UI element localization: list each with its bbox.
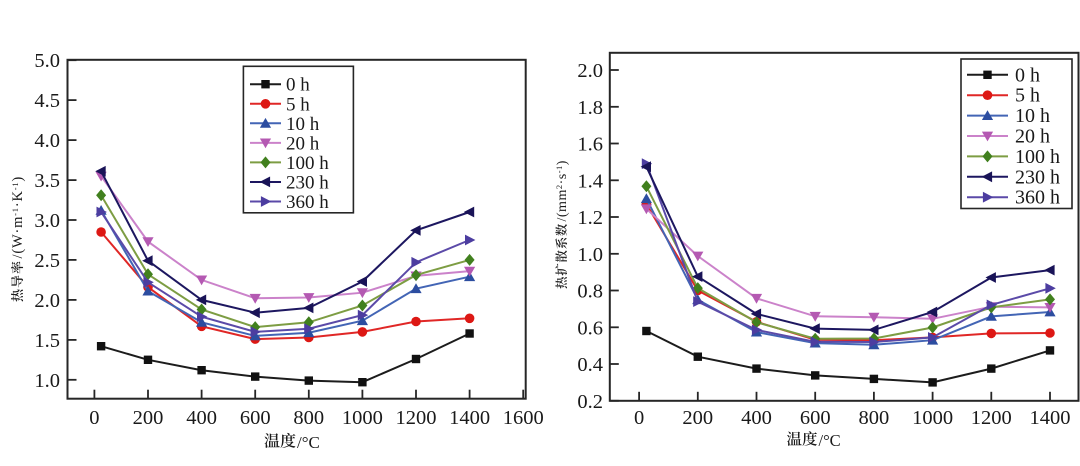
svg-text:1.8: 1.8	[577, 97, 603, 119]
svg-text:400: 400	[741, 407, 772, 429]
svg-text:4.0: 4.0	[34, 130, 60, 152]
svg-text:230 h: 230 h	[286, 172, 329, 193]
svg-text:1.4: 1.4	[577, 170, 603, 192]
svg-text:1.0: 1.0	[34, 370, 60, 392]
svg-text:800: 800	[293, 407, 324, 429]
svg-text:400: 400	[186, 407, 217, 429]
svg-text:1600: 1600	[503, 407, 544, 429]
svg-text:360 h: 360 h	[286, 192, 329, 213]
svg-text:0 h: 0 h	[286, 75, 310, 96]
svg-text:5 h: 5 h	[286, 94, 310, 115]
svg-text:200: 200	[682, 407, 713, 429]
svg-text:2.0: 2.0	[34, 290, 60, 312]
svg-text:100 h: 100 h	[1015, 146, 1060, 168]
svg-text:20 h: 20 h	[1015, 126, 1050, 148]
svg-text:230 h: 230 h	[1015, 166, 1060, 188]
svg-text:/(W·m-1·K-1): /(W·m-1·K-1)	[10, 176, 26, 259]
svg-text:2.0: 2.0	[577, 60, 603, 82]
svg-text:200: 200	[133, 407, 164, 429]
svg-text:1.6: 1.6	[577, 134, 603, 156]
svg-text:0.8: 0.8	[577, 281, 603, 303]
svg-text:20 h: 20 h	[286, 133, 320, 154]
svg-text:0.6: 0.6	[577, 317, 603, 339]
svg-text:1400: 1400	[1030, 407, 1071, 429]
svg-text:1400: 1400	[449, 407, 490, 429]
svg-text:0: 0	[89, 407, 99, 429]
svg-text:1200: 1200	[971, 407, 1012, 429]
svg-text:4.5: 4.5	[34, 90, 60, 112]
svg-text:5.0: 5.0	[34, 50, 60, 72]
svg-text:/°C: /°C	[819, 431, 841, 450]
svg-text:600: 600	[800, 407, 831, 429]
svg-text:600: 600	[240, 407, 271, 429]
svg-text:1.2: 1.2	[577, 207, 603, 229]
svg-text:360 h: 360 h	[1015, 187, 1060, 209]
svg-text:10 h: 10 h	[286, 114, 320, 135]
svg-text:1000: 1000	[342, 407, 383, 429]
svg-text:0.2: 0.2	[577, 391, 603, 413]
svg-text:100 h: 100 h	[286, 153, 329, 174]
svg-text:/(mm2·s-1): /(mm2·s-1)	[554, 160, 570, 221]
svg-text:1200: 1200	[396, 407, 437, 429]
svg-text:1000: 1000	[912, 407, 953, 429]
svg-text:0.4: 0.4	[577, 354, 603, 376]
svg-text:1.0: 1.0	[577, 244, 603, 266]
svg-text:800: 800	[859, 407, 890, 429]
svg-text:3.5: 3.5	[34, 170, 60, 192]
svg-text:0 h: 0 h	[1015, 64, 1040, 86]
svg-text:2.5: 2.5	[34, 250, 60, 272]
svg-text:3.0: 3.0	[34, 210, 60, 232]
svg-text:/°C: /°C	[297, 433, 320, 452]
svg-text:10 h: 10 h	[1015, 105, 1050, 127]
svg-text:1.5: 1.5	[34, 330, 60, 352]
svg-text:0: 0	[634, 407, 644, 429]
svg-text:5 h: 5 h	[1015, 85, 1040, 107]
